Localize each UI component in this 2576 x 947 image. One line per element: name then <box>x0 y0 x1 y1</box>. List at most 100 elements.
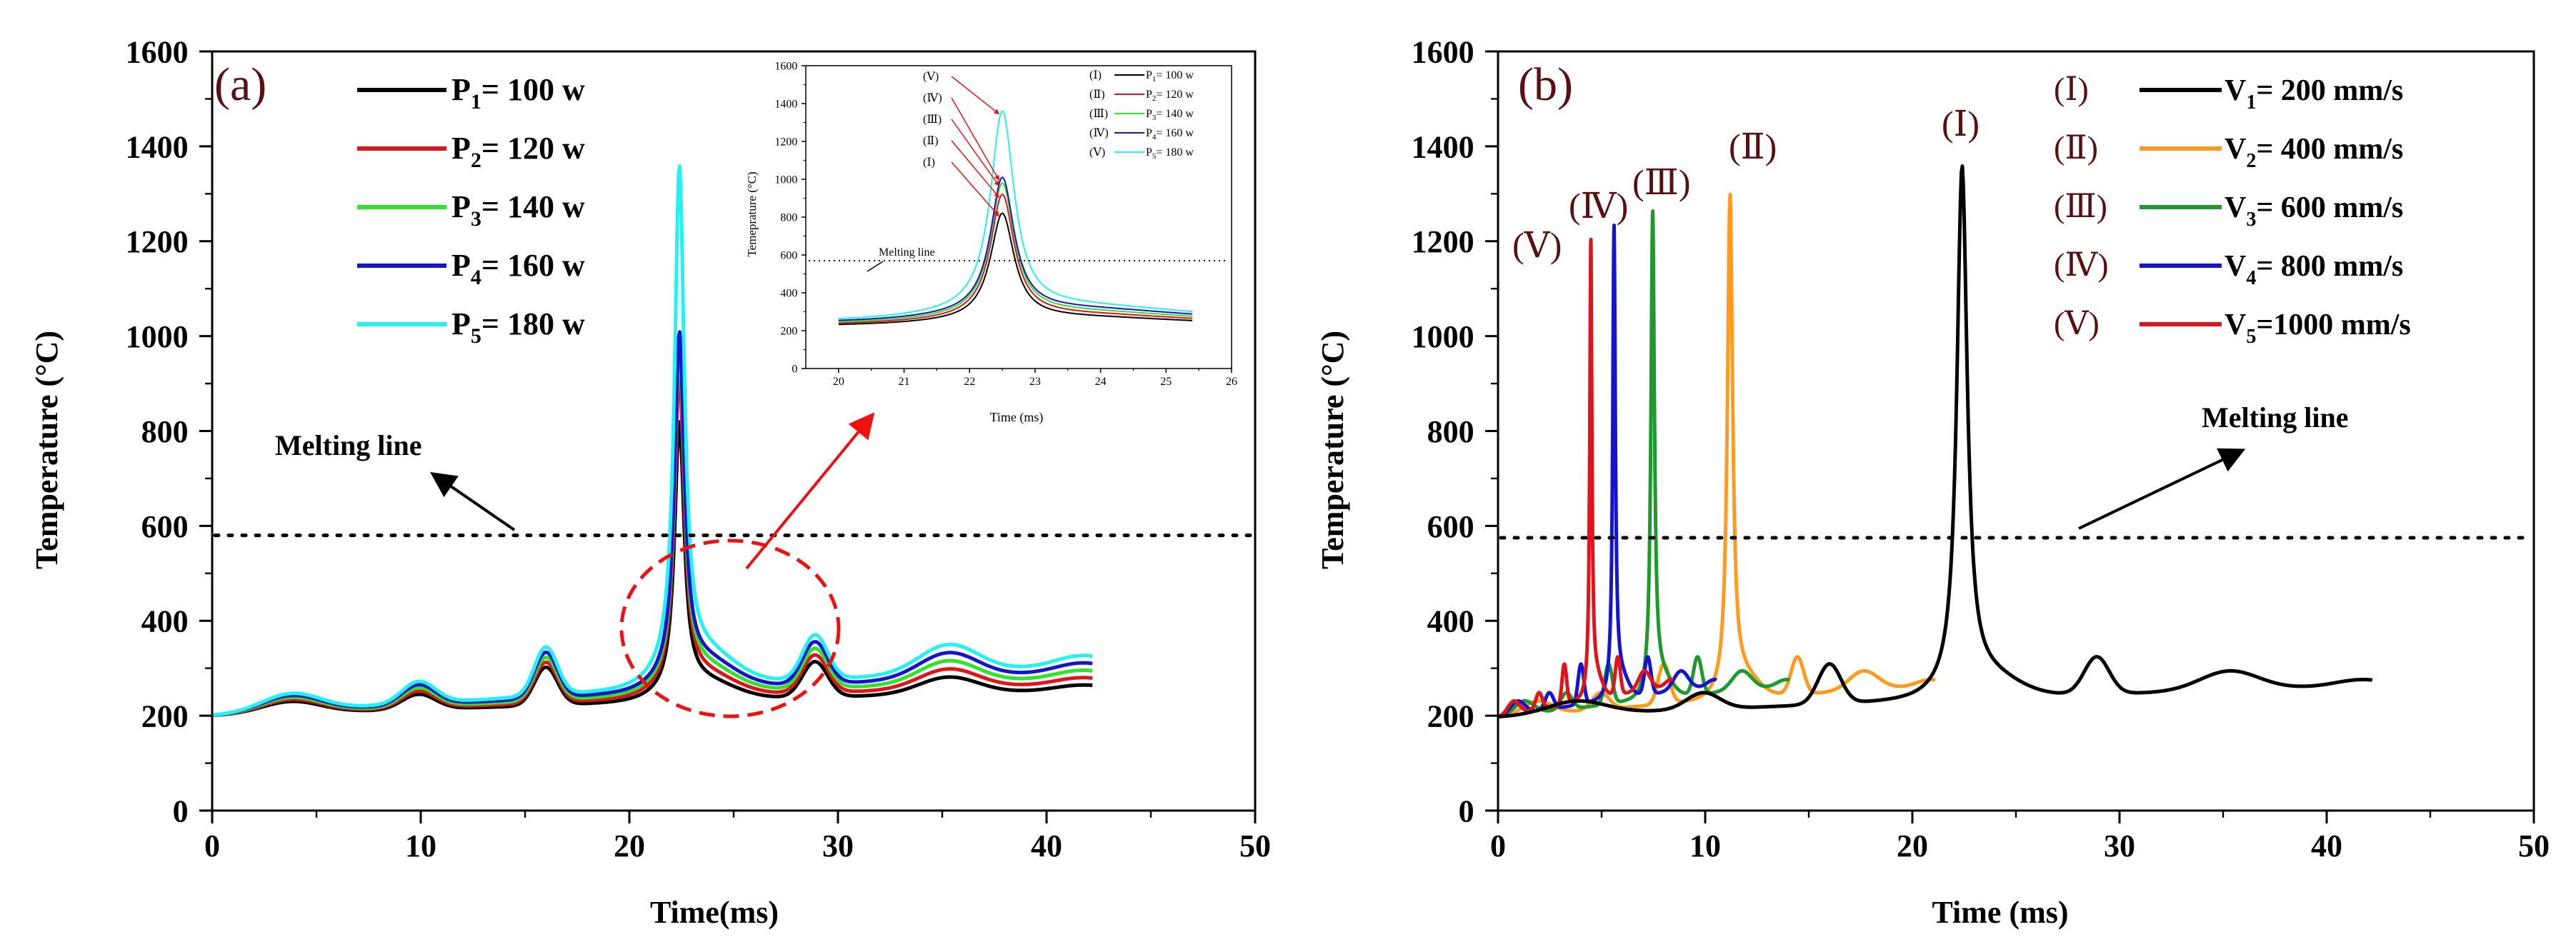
chart-b-peak-label: (Ⅴ) <box>1512 225 1562 265</box>
chart-a-legend-label: P1= 100 w <box>451 72 585 114</box>
chart-a-inset-series-line <box>838 176 1193 321</box>
chart-a-inset-legend-roman: (Ⅲ) <box>1089 108 1108 120</box>
chart-a-xtick-label: 20 <box>614 828 645 863</box>
chart-i-ytick-label: 1000 <box>774 174 797 186</box>
chart-a-inset-series-group <box>838 110 1193 326</box>
chart-a-xtick-label: 50 <box>1239 828 1271 863</box>
chart-a-series-group <box>211 164 1094 718</box>
chart-a-inset-legend-label: P4= 160 w <box>1146 127 1194 141</box>
chart-i-xtick-label: 20 <box>833 376 844 388</box>
chart-b-series-line <box>1497 164 2373 718</box>
chart-a-inset: 20 21 22 23 24 25 26 0 200 400 600 800 1000 1200 1400 1… <box>745 60 1237 425</box>
chart-a: 0 10 20 30 40 5002004006008001000120014001600… <box>29 34 1271 930</box>
chart-a-inset-pointer-arrow <box>951 119 1000 186</box>
chart-a-inset-legend-roman: (Ⅳ) <box>1089 127 1109 139</box>
chart-b-ytick-label: 200 <box>1427 699 1474 734</box>
chart-i-ytick-label: 0 <box>792 364 797 376</box>
chart-b-ytick-label: 800 <box>1427 414 1474 449</box>
chart-a-inset-pointer-arrow <box>951 76 1000 115</box>
chart-a-ytick-label: 200 <box>141 699 189 734</box>
chart-a-ytick-label: 0 <box>173 793 189 828</box>
chart-b-ytick-label: 1000 <box>1412 319 1474 354</box>
chart-a-series-line <box>211 373 1094 718</box>
chart-b-peak-label: (Ⅲ) <box>1632 162 1691 202</box>
chart-a-xlabel: Time(ms) <box>650 895 779 930</box>
chart-b: 0 10 20 30 40 50 0 200 400 600 800 1000 1200 1400 1600… <box>1315 34 2550 930</box>
chart-a-inset-legend-label: P3= 140 w <box>1146 108 1194 122</box>
chart-a-legend-label: P3= 140 w <box>451 189 585 231</box>
chart-b-legend-label: V4= 800 mm/s <box>2225 250 2403 289</box>
chart-a-inset-xlabel: Time (ms) <box>990 410 1044 425</box>
chart-a-ytick-label: 400 <box>141 604 189 639</box>
chart-b-legend-label: V5=1000 mm/s <box>2225 309 2411 348</box>
chart-b-melting-arrow <box>2078 448 2246 530</box>
chart-b-ytick-label: 1600 <box>1412 34 1474 69</box>
chart-b-legend-label: V3= 600 mm/s <box>2225 191 2403 231</box>
chart-a-ytick-label: 800 <box>141 414 189 449</box>
chart-a-inset-series-line <box>838 194 1192 324</box>
chart-a-inset-melting-label: Melting line <box>879 246 935 259</box>
chart-b-xtick-label: 20 <box>1897 828 1928 863</box>
chart-a-zoom-arrow <box>745 412 875 570</box>
chart-a-inset-legend-label: P2= 120 w <box>1146 89 1194 103</box>
chart-a-ytick-label: 1200 <box>126 224 189 259</box>
chart-b-legend-roman: (Ⅴ) <box>2054 305 2100 341</box>
chart-a-ytick-label: 1000 <box>126 319 189 354</box>
chart-i-ytick-label: 1600 <box>774 61 797 73</box>
chart-i-ytick-label: 1200 <box>774 136 797 149</box>
chart-i-xtick-label: 26 <box>1226 376 1237 388</box>
chart-a-inset-legend-roman: (Ⅴ) <box>1089 146 1105 159</box>
chart-a-peak-circle <box>619 538 841 718</box>
chart-b-xtick-label: 40 <box>2311 828 2342 863</box>
chart-a-inset-pointer-label: (Ⅰ) <box>923 156 935 169</box>
chart-b-series-line <box>1496 237 1674 718</box>
chart-i-xtick-label: 22 <box>964 376 975 388</box>
chart-a-inset-pointer-label: (Ⅱ) <box>923 135 939 147</box>
chart-a-xtick-label: 30 <box>822 828 854 863</box>
chart-b-legend-label: V2= 400 mm/s <box>2225 133 2403 172</box>
chart-i-ytick-label: 600 <box>780 250 797 262</box>
chart-i-xtick-label: 24 <box>1095 376 1107 388</box>
chart-i-xtick-label: 23 <box>1029 376 1041 388</box>
chart-b-ytick-label: 1400 <box>1412 129 1474 164</box>
chart-a-inset-legend-roman: (Ⅰ) <box>1089 69 1102 81</box>
chart-b-ytick-label: 0 <box>1459 793 1474 828</box>
chart-b-panel-label: (b) <box>1518 59 1573 111</box>
chart-b-peak-labels: (Ⅰ) (Ⅱ) (Ⅲ)(Ⅳ)(Ⅴ) <box>1512 104 1980 265</box>
chart-b-xtick-label: 0 <box>1490 828 1506 863</box>
chart-b-melting-label: Melting line <box>2202 401 2349 434</box>
chart-a-legend-label: P4= 160 w <box>451 248 585 289</box>
chart-a-inset-series-line <box>838 110 1193 320</box>
chart-b-xtick-label: 50 <box>2518 828 2550 863</box>
chart-b-xtick-label: 30 <box>2104 828 2135 863</box>
chart-b-legend-roman: (Ⅲ) <box>2054 188 2107 224</box>
chart-a-inset-pointer-arrow <box>951 161 1000 217</box>
chart-i-ytick-label: 800 <box>780 212 797 224</box>
chart-b-xlabel: Time (ms) <box>1932 895 2068 930</box>
chart-a-inset-series-line <box>838 182 1193 323</box>
chart-a-series-line <box>211 164 1094 717</box>
chart-b-series-group <box>1496 164 2373 718</box>
chart-b-legend-roman: (Ⅰ) <box>2054 71 2089 107</box>
chart-a-xtick-label: 40 <box>1031 828 1062 863</box>
chart-i-ytick-label: 200 <box>780 326 797 338</box>
chart-a-ytick-label: 1400 <box>126 129 189 164</box>
chart-i-ytick-label: 1400 <box>774 99 797 111</box>
chart-a-xtick-label: 0 <box>204 828 220 863</box>
chart-b-series-line <box>1497 209 1791 718</box>
chart-a-ytick-label: 600 <box>141 509 189 544</box>
chart-a-xtick-label: 10 <box>405 828 436 863</box>
chart-a-inset-pointer-label: (Ⅳ) <box>923 92 942 104</box>
chart-a-inset-legend-roman: (Ⅱ) <box>1089 89 1105 101</box>
chart-b-ytick-label: 400 <box>1427 604 1474 639</box>
chart-b-peak-label: (Ⅰ) <box>1942 104 1980 144</box>
chart-a-inset-pointer-label: (Ⅴ) <box>923 71 939 83</box>
chart-a-melting-arrow <box>430 471 516 531</box>
chart-i-ytick-label: 400 <box>780 288 797 300</box>
chart-b-legend-label: V1= 200 mm/s <box>2225 74 2403 114</box>
chart-a-legend-label: P5= 180 w <box>451 306 585 348</box>
chart-b-ytick-label: 1200 <box>1412 224 1474 259</box>
chart-i-xtick-label: 25 <box>1160 376 1172 388</box>
chart-i-xtick-label: 21 <box>899 376 910 388</box>
chart-a-inset-legend-label: P5= 180 w <box>1146 146 1194 161</box>
